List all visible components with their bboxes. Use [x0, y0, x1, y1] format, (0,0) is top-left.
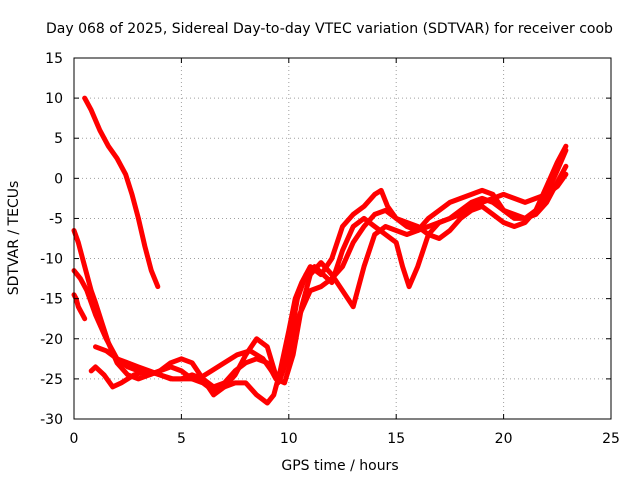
series-arc-1: [82, 95, 161, 290]
y-tick-label: -25: [40, 372, 63, 388]
grid-lines: [74, 58, 611, 419]
x-tick-label: 15: [387, 431, 405, 447]
y-tick-label: 0: [54, 171, 63, 187]
y-tick-label: 15: [45, 51, 63, 67]
y-axis-label: SDTVAR / TECUs: [6, 181, 22, 296]
x-tick-label: 5: [177, 431, 186, 447]
plot-frame: [73, 57, 612, 420]
series-layer: [71, 95, 569, 406]
y-tick-label: -30: [40, 412, 63, 428]
x-tick-label: 20: [495, 431, 513, 447]
series-arc-6: [93, 143, 569, 390]
x-tick-label: 25: [602, 431, 620, 447]
x-axis-label: GPS time / hours: [281, 458, 398, 474]
y-axis-ticks: 15 10 5 0 -5 -10 -15 -20 -25 -30: [40, 51, 611, 428]
series-arc-2: [71, 292, 88, 322]
chart-title: Day 068 of 2025, Sidereal Day-to-day VTE…: [46, 21, 613, 37]
y-tick-label: -20: [40, 332, 63, 348]
x-tick-label: 10: [280, 431, 298, 447]
x-axis-ticks: 0 5 10 15 20 25: [70, 58, 620, 447]
x-tick-label: 0: [70, 431, 79, 447]
y-tick-label: 10: [45, 91, 63, 107]
y-tick-label: -10: [40, 252, 63, 268]
y-tick-label: -15: [40, 292, 63, 308]
y-tick-label: -5: [49, 211, 63, 227]
y-tick-label: 5: [54, 131, 63, 147]
